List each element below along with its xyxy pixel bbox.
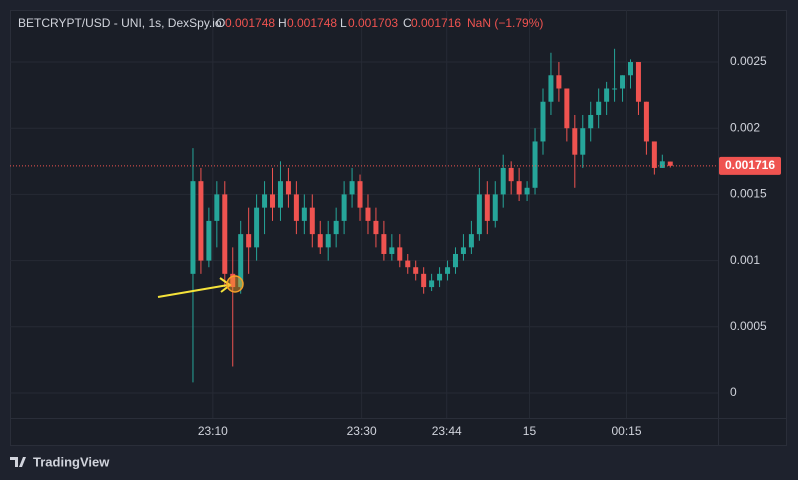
chart-pane (10, 10, 787, 446)
candle-body (413, 267, 419, 274)
y-tick-label: 0.0005 (730, 319, 767, 333)
candle-body (285, 181, 291, 195)
o-label: O (216, 16, 225, 30)
candle-body (532, 141, 538, 188)
candle-body (620, 75, 626, 89)
candle-body (309, 207, 315, 235)
candle-body (445, 267, 451, 274)
arrow-line (157, 284, 229, 298)
x-tick-label: 15 (523, 424, 537, 438)
candle-body (230, 273, 236, 288)
y-tick-label: 0.0025 (730, 54, 767, 68)
candle-body (381, 234, 387, 254)
x-tick-label: 23:44 (432, 424, 462, 438)
x-tick-label: 23:30 (347, 424, 377, 438)
arrow-head (219, 277, 232, 293)
candle-body (452, 253, 458, 268)
annotation (157, 275, 244, 298)
grid (10, 10, 718, 418)
candle-body (588, 114, 594, 129)
c-label: C (403, 16, 412, 30)
candle-body (238, 234, 244, 288)
y-tick-label: 0.001 (730, 253, 760, 267)
candle-body (627, 62, 633, 76)
candle-body (373, 220, 379, 235)
candle-body (222, 194, 228, 274)
candle-body (524, 187, 530, 195)
candle-body (468, 234, 474, 248)
candle-body (421, 273, 427, 288)
o-value: 0.001748 (225, 16, 275, 30)
candle-body (349, 181, 355, 195)
candle-body (317, 234, 323, 248)
candle-body (484, 194, 490, 221)
candle-body (667, 161, 673, 166)
candle-body (635, 62, 641, 102)
x-tick-label: 23:10 (198, 424, 228, 438)
candle-body (389, 247, 395, 254)
symbol: BETCRYPT/USD - UNI, 1s, DexSpy.io (18, 16, 222, 30)
candle-body (254, 207, 260, 248)
candle-body (596, 101, 602, 115)
c-value: 0.001716 (411, 16, 461, 30)
candle-body (492, 194, 498, 221)
y-tick-label: 0 (730, 385, 737, 399)
candle-body (397, 247, 403, 261)
candle-body (277, 181, 283, 208)
l-value: 0.001703 (348, 16, 398, 30)
candle-body (580, 128, 586, 155)
candle-body (214, 194, 220, 221)
candle-body (500, 167, 506, 195)
brand: TradingView (33, 454, 110, 469)
candle-body (572, 128, 578, 155)
y-tick-label: 0.0015 (730, 187, 767, 201)
candle-body (437, 273, 443, 281)
candle-body (341, 194, 347, 221)
candle-body (508, 167, 514, 182)
candle-body (270, 194, 276, 208)
candle-body (556, 75, 562, 89)
candle-body (246, 234, 252, 248)
candle-body (190, 181, 196, 274)
candles (190, 48, 673, 383)
candle-body (548, 75, 554, 102)
l-label: L (340, 16, 347, 30)
candle-body (301, 207, 307, 221)
highlight-circle (226, 275, 244, 293)
candle-body (293, 194, 299, 221)
candle-body (476, 194, 482, 235)
candle-body (643, 101, 649, 142)
h-label: H (278, 16, 287, 30)
change: NaN (−1.79%) (467, 16, 543, 30)
candle-body (365, 207, 371, 221)
candle-body (516, 181, 522, 195)
candle-body (405, 260, 411, 268)
h-value: 0.001748 (287, 16, 337, 30)
candle-body (198, 181, 204, 261)
candle-body (564, 88, 570, 129)
candle-body (325, 234, 331, 248)
candle-body (262, 194, 268, 208)
last-price-box (719, 156, 781, 175)
candle-body (604, 88, 610, 102)
candle-body (357, 181, 363, 208)
logo-icon (10, 457, 26, 467)
candle-body (429, 280, 435, 288)
x-tick-label: 00:15 (612, 424, 642, 438)
brand-logo: TradingView (10, 454, 110, 469)
candle-body (540, 101, 546, 142)
candle-body (612, 88, 618, 90)
candle-body (460, 247, 466, 254)
candle-body (651, 141, 657, 168)
candle-body (206, 220, 212, 261)
last-price-label: 0.001716 (725, 158, 775, 172)
candle-body (659, 161, 665, 168)
y-tick-label: 0.002 (730, 120, 760, 134)
candle-body (333, 220, 339, 235)
